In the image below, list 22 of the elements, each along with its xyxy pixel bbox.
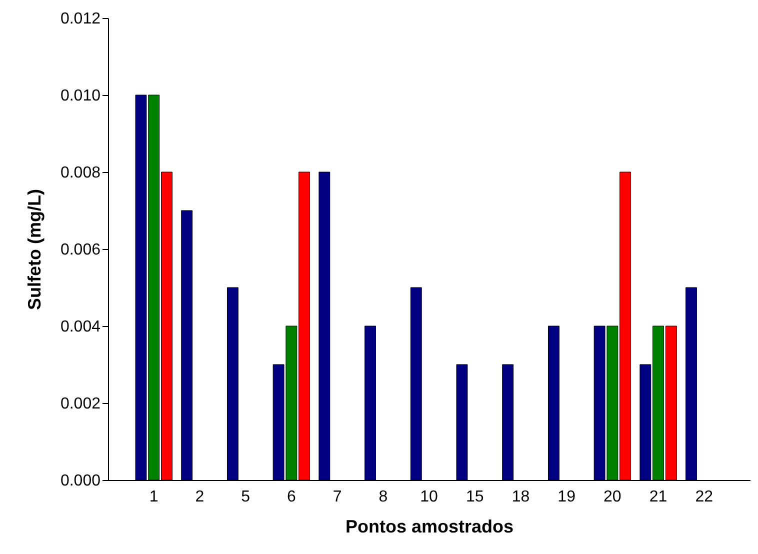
y-tick-label: 0.012 [60, 10, 101, 28]
x-tick-label: 2 [195, 488, 204, 506]
x-tick-label: 1 [149, 488, 158, 506]
x-tick-label: 22 [695, 488, 714, 506]
x-tick-label: 7 [332, 488, 342, 506]
y-tick-label: 0.000 [60, 472, 101, 490]
x-tick-label: 19 [558, 488, 576, 506]
x-tick-label: 6 [286, 488, 296, 506]
y-tick-label: 0.002 [60, 396, 101, 412]
x-tick-label: 5 [241, 488, 250, 506]
y-axis-title: Sulfeto (mg/L) [24, 189, 44, 310]
x-tick-label: 18 [512, 488, 530, 506]
x-axis-title: Pontos amostrados [345, 516, 514, 536]
y-tick-label: 0.010 [60, 88, 101, 104]
x-tick-label: 8 [378, 488, 388, 506]
x-tick-label: 10 [420, 488, 438, 506]
y-tick-label: 0.006 [60, 242, 101, 258]
x-tick-label: 20 [604, 488, 622, 506]
y-tick-label: 0.008 [60, 164, 101, 182]
x-tick-label: 21 [649, 488, 668, 506]
y-tick-label: 0.004 [60, 318, 101, 336]
x-tick-label: 15 [466, 488, 484, 506]
